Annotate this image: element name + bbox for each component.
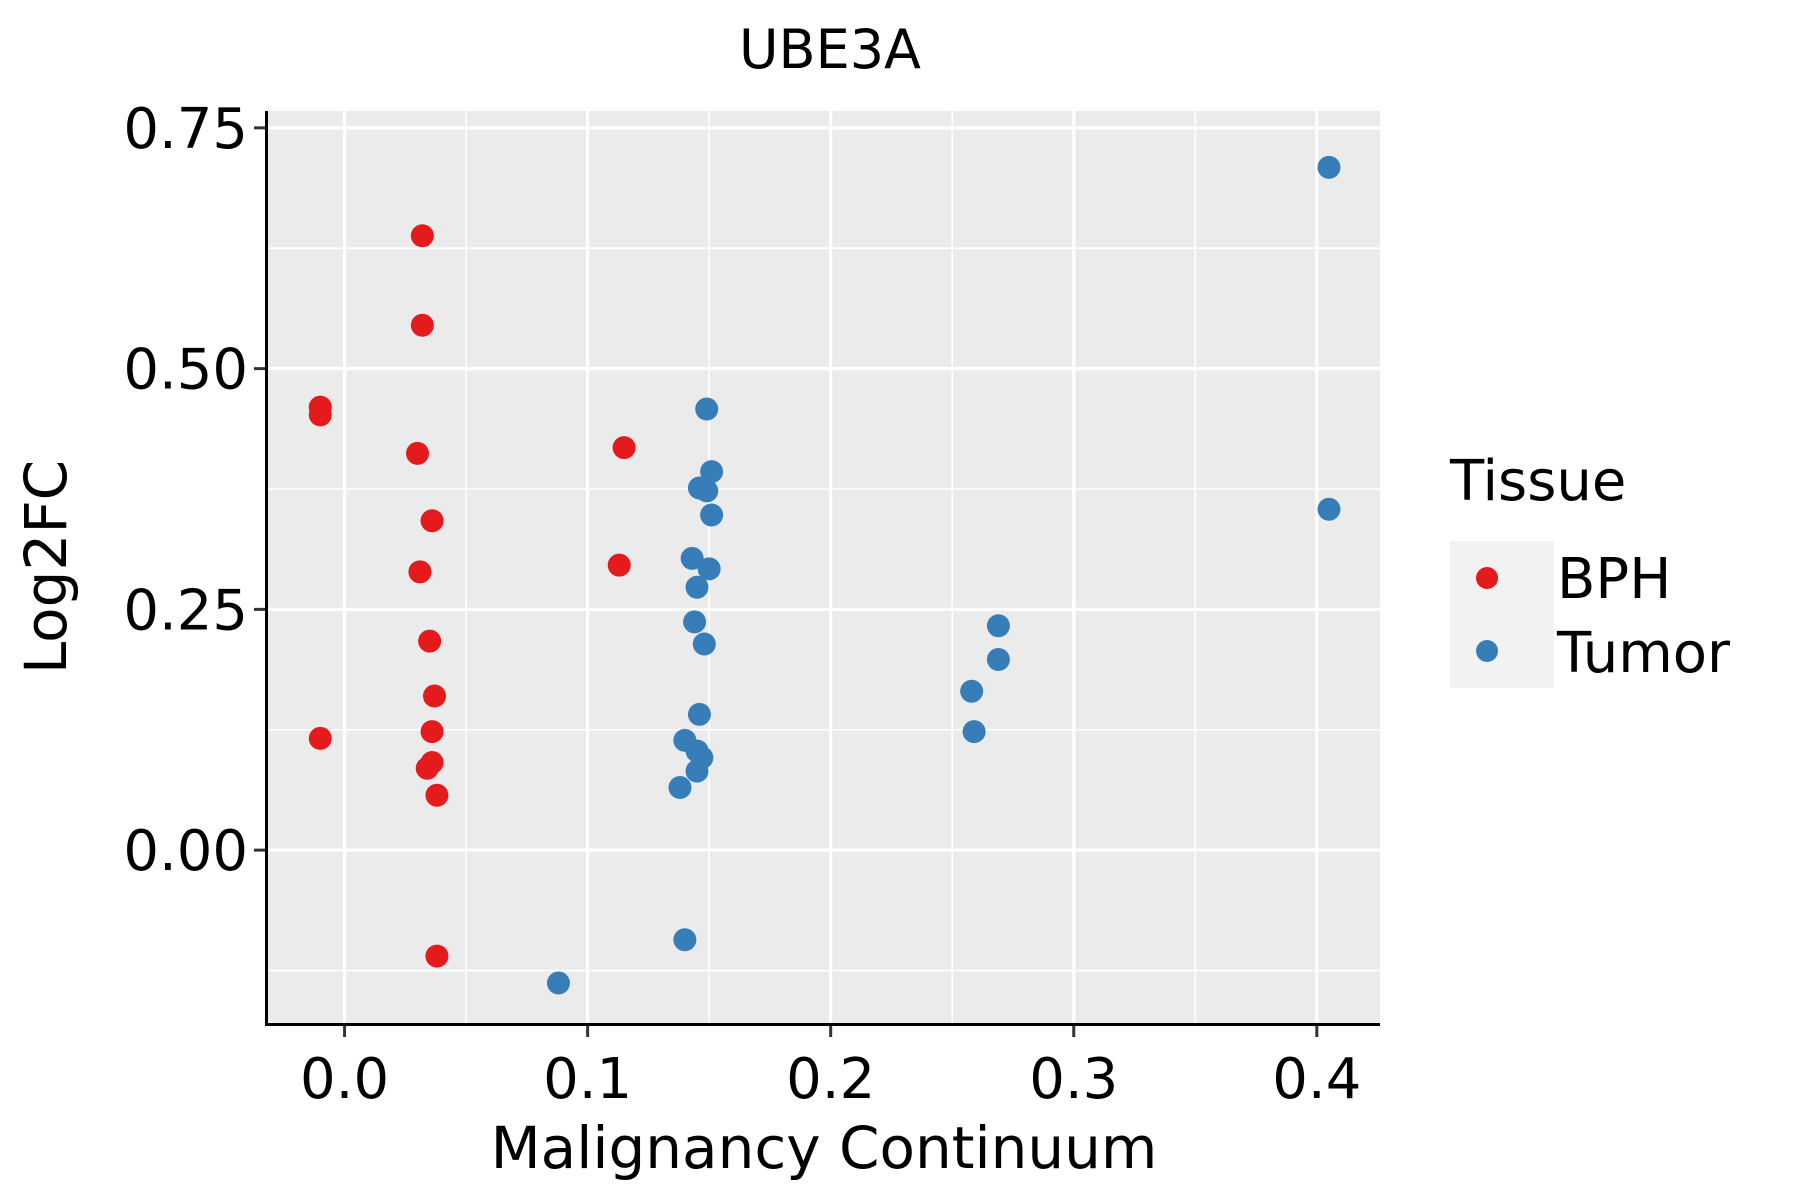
x-axis-label: Malignancy Continuum [491, 1114, 1158, 1182]
x-tick-label: 0.1 [543, 1047, 632, 1112]
point-tumor [668, 776, 692, 800]
point-tumor [700, 503, 724, 527]
x-tick-label: 0.4 [1272, 1047, 1361, 1112]
point-bph [410, 224, 434, 248]
point-bph [420, 509, 444, 533]
legend-key-background [1450, 541, 1554, 688]
point-tumor [960, 679, 984, 703]
point-tumor [986, 647, 1010, 671]
point-bph [415, 756, 439, 780]
legend-key-bph [1476, 567, 1498, 589]
legend: Tissue BPH Tumor [1449, 449, 1731, 688]
point-tumor [697, 557, 721, 581]
x-axis-ticks: 0.0 0.1 0.2 0.3 0.4 [300, 1026, 1361, 1112]
point-tumor [986, 614, 1010, 638]
point-bph [308, 726, 332, 750]
y-tick-label: 0.75 [123, 97, 248, 162]
y-axis-ticks: 0.00 0.25 0.50 0.75 [123, 97, 265, 884]
point-bph [308, 403, 332, 427]
y-axis-label: Log2FC [12, 460, 80, 674]
y-tick-label: 0.00 [123, 819, 248, 884]
point-tumor [680, 546, 704, 570]
point-bph [422, 684, 446, 708]
legend-title: Tissue [1449, 449, 1626, 514]
point-bph [607, 553, 631, 577]
point-bph [418, 629, 442, 653]
y-tick-label: 0.25 [123, 578, 248, 643]
legend-label-bph: BPH [1557, 547, 1671, 612]
point-tumor [673, 928, 697, 952]
x-tick-label: 0.3 [1029, 1047, 1118, 1112]
point-bph [425, 944, 449, 968]
point-tumor [687, 702, 711, 726]
point-tumor [1317, 155, 1341, 179]
point-tumor [695, 397, 719, 421]
y-tick-label: 0.50 [123, 338, 248, 403]
point-bph [420, 720, 444, 744]
point-tumor [962, 720, 986, 744]
point-tumor [700, 460, 724, 484]
x-tick-label: 0.2 [786, 1047, 875, 1112]
point-bph [612, 436, 636, 460]
point-bph [408, 560, 432, 584]
legend-key-tumor [1476, 640, 1498, 662]
point-tumor [683, 610, 707, 634]
major-gridlines [268, 111, 1380, 1023]
point-tumor [1317, 497, 1341, 521]
data-points [308, 155, 1341, 995]
point-tumor [685, 575, 709, 599]
point-tumor [546, 971, 570, 995]
legend-label-tumor: Tumor [1556, 621, 1731, 686]
point-tumor [685, 759, 709, 783]
point-bph [405, 441, 429, 465]
point-tumor [692, 632, 716, 656]
point-bph [410, 313, 434, 337]
x-tick-label: 0.0 [300, 1047, 389, 1112]
point-bph [425, 783, 449, 807]
chart-title: UBE3A [739, 18, 921, 81]
point-tumor [695, 479, 719, 503]
